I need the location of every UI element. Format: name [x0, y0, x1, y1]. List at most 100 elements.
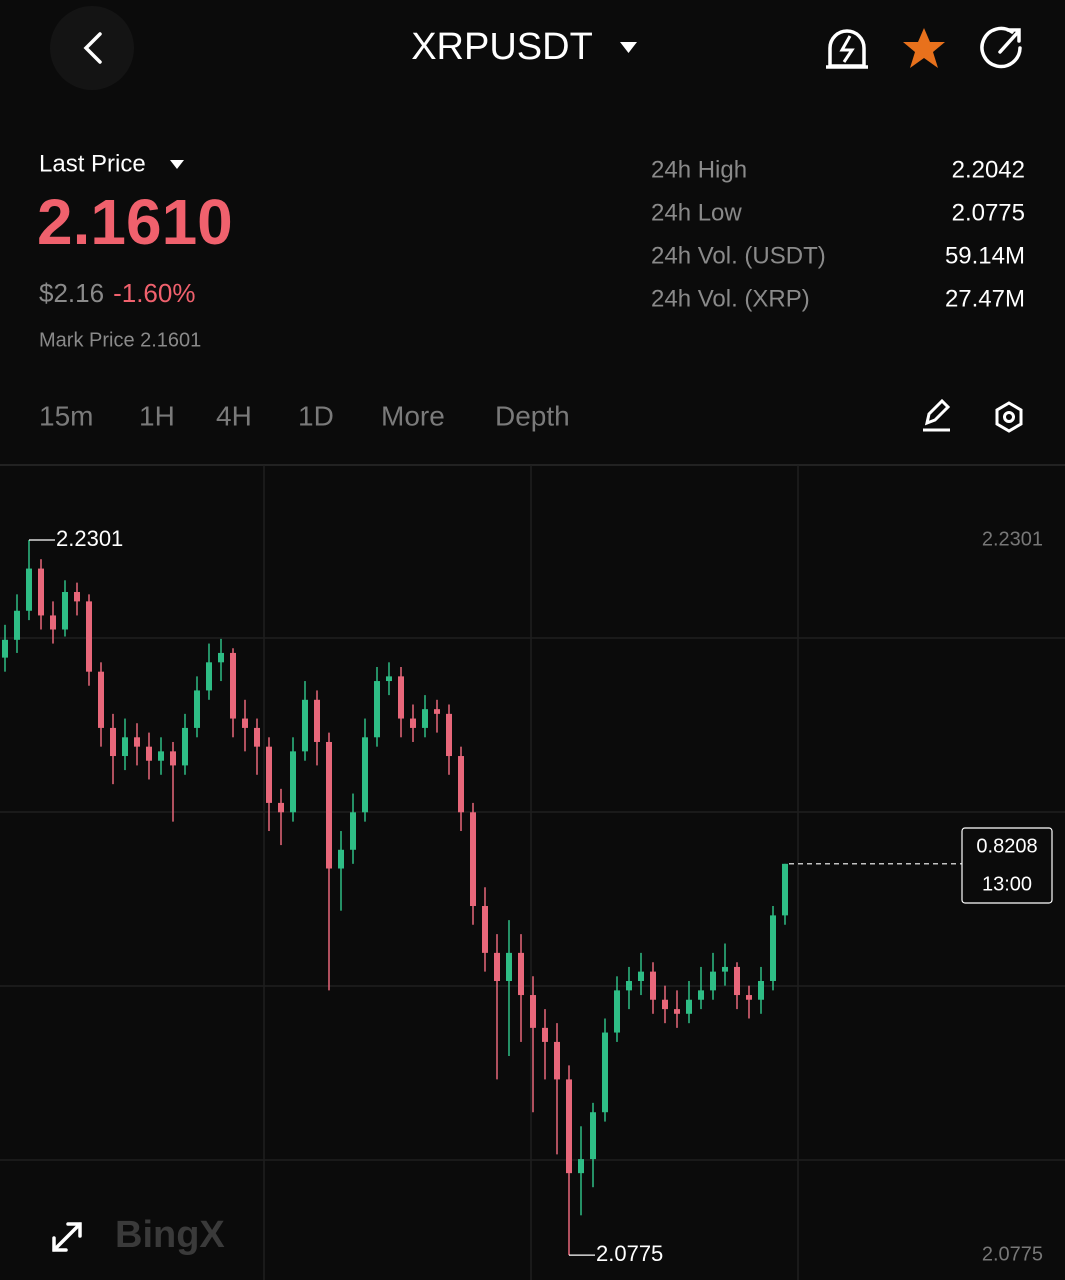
watermark: BingX: [115, 1214, 225, 1256]
candle-body: [266, 746, 272, 803]
stat-value: 59.14M: [945, 242, 1025, 269]
candle-body: [254, 727, 260, 747]
draw-icon[interactable]: [923, 398, 951, 432]
candle-body: [182, 727, 188, 766]
candle-body: [410, 718, 416, 728]
dropdown-arrow[interactable]: [620, 42, 637, 53]
usd-price: $2.16: [39, 278, 104, 308]
y-tick-label: 2.2301: [982, 528, 1043, 550]
candle-body: [770, 915, 776, 981]
candle-body: [302, 699, 308, 752]
candle-body: [386, 676, 392, 682]
settings-icon[interactable]: [995, 401, 1023, 433]
candle-body: [290, 751, 296, 813]
timeframe-tab[interactable]: 1D: [298, 400, 334, 431]
timeframe-tab[interactable]: 15m: [39, 400, 93, 431]
candle-body: [638, 971, 644, 981]
last-price: 2.1610: [37, 186, 233, 258]
candle-body: [230, 652, 236, 719]
candle-body: [326, 741, 332, 869]
candle-body: [554, 1041, 560, 1080]
candle-body: [242, 718, 248, 728]
candle-body: [338, 849, 344, 869]
stat-value: 2.2042: [952, 156, 1025, 183]
price-tag-countdown: 13:00: [982, 873, 1032, 895]
alert-icon[interactable]: [826, 29, 868, 69]
timeframe-tab[interactable]: Depth: [495, 400, 570, 431]
candle-body: [470, 812, 476, 907]
candle-body: [170, 751, 176, 766]
candle-body: [14, 610, 20, 640]
candle-body: [98, 671, 104, 728]
stats: 24h High 2.2042 24h Low 2.0775 24h Vol. (USD…: [651, 156, 1025, 312]
stat-value: 27.47M: [945, 285, 1025, 312]
candle-body: [50, 615, 56, 630]
last-price-label[interactable]: Last Price: [39, 150, 146, 177]
fullscreen-icon[interactable]: [52, 1222, 82, 1252]
candle-body: [674, 1009, 680, 1014]
stat-label: 24h Low: [651, 199, 742, 226]
candle-body: [218, 652, 224, 663]
candle-body: [482, 906, 488, 953]
y-tick-label: 2.0775: [982, 1243, 1043, 1265]
candle-body: [614, 990, 620, 1033]
favorite-star[interactable]: [903, 28, 945, 68]
stat-label: 24h Vol. (USDT): [651, 242, 826, 269]
dropdown-arrow[interactable]: [170, 160, 184, 169]
chart: 2.2301 2.0775 2.2301 2.0775 0.8208 13:00: [2, 526, 1053, 1266]
candle-body: [662, 999, 668, 1010]
stat-value: 2.0775: [952, 199, 1025, 226]
tabs: 15m 1H 4H 1D More Depth: [39, 400, 570, 431]
price-tag-box: [961, 827, 1053, 904]
share-icon[interactable]: [980, 26, 1022, 69]
candle-body: [578, 1159, 584, 1174]
candle-body: [494, 952, 500, 981]
candle-body: [194, 690, 200, 728]
candle-body: [314, 699, 320, 742]
candle-body: [158, 751, 164, 761]
candle-body: [530, 995, 536, 1028]
candle-body: [362, 737, 368, 813]
candle-body: [278, 802, 284, 813]
candle-body: [758, 980, 764, 1000]
candle-body: [110, 727, 116, 757]
candle-body: [518, 952, 524, 996]
candle-body: [398, 676, 404, 719]
timeframe-tab[interactable]: More: [381, 400, 445, 431]
timeframe-tab[interactable]: 1H: [139, 400, 175, 431]
symbol-title[interactable]: XRPUSDT: [411, 26, 593, 68]
candle-body: [542, 1027, 548, 1042]
candle-body: [134, 737, 140, 747]
candle-body: [782, 863, 788, 916]
candle-body: [374, 681, 380, 738]
candle-body: [626, 980, 632, 991]
candle-body: [446, 713, 452, 757]
candle-body: [590, 1112, 596, 1160]
candle-body: [458, 756, 464, 813]
candle-body: [746, 995, 752, 1000]
timeframe-tab[interactable]: 4H: [216, 400, 252, 431]
candle-body: [506, 952, 512, 981]
min-price-label: 2.0775: [596, 1241, 663, 1266]
candle-body: [146, 746, 152, 761]
candle-body: [734, 966, 740, 996]
candle-body: [650, 971, 656, 1000]
candle-body: [698, 990, 704, 1000]
candle-body: [122, 737, 128, 757]
candle-body: [62, 592, 68, 630]
change: -1.60%: [113, 278, 195, 308]
candle-body: [434, 709, 440, 714]
candle-body: [566, 1079, 572, 1174]
candle-body: [206, 662, 212, 691]
candle-body: [602, 1032, 608, 1113]
candle-body: [710, 971, 716, 991]
candle-body: [74, 592, 80, 602]
candle-body: [686, 999, 692, 1014]
candle-body: [350, 812, 356, 850]
candle-body: [422, 709, 428, 728]
candle-body: [2, 639, 8, 658]
stat-label: 24h Vol. (XRP): [651, 285, 810, 312]
back-button[interactable]: [50, 6, 134, 90]
